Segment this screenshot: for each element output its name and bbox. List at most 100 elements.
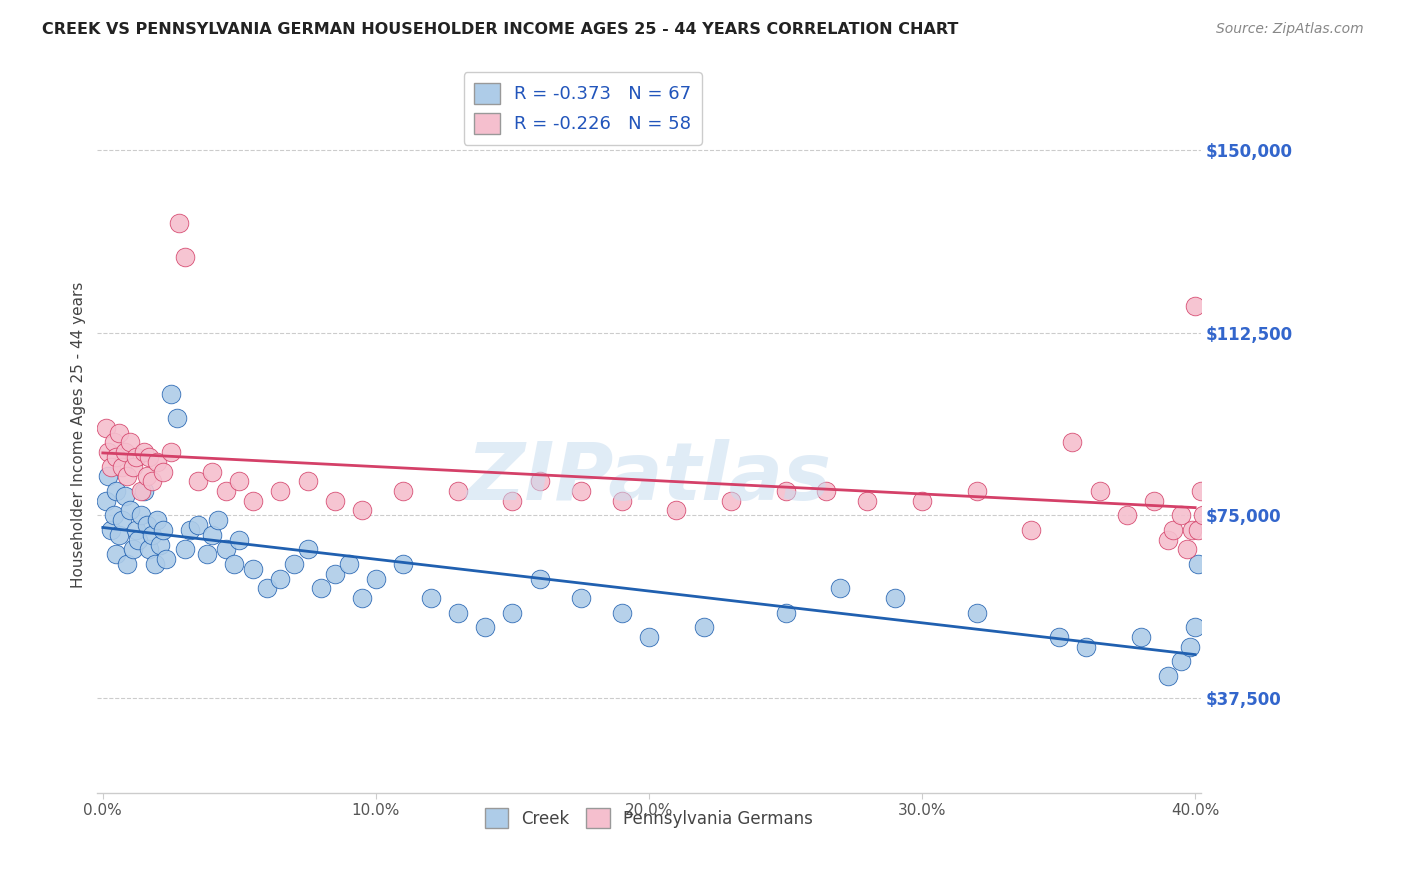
Point (392, 483, 415, 498)
Point (114, 489, 136, 503)
Point (392, 557, 415, 571)
Point (665, 503, 688, 517)
Point (297, 542, 319, 557)
Point (1178, 640, 1201, 654)
Point (120, 503, 142, 517)
Point (124, 523, 146, 537)
Point (966, 606, 988, 620)
Point (529, 475, 551, 489)
Point (103, 508, 125, 523)
Point (1181, 523, 1204, 537)
Point (352, 503, 374, 517)
Point (1184, 620, 1206, 634)
Point (146, 455, 169, 469)
Point (474, 620, 496, 634)
Point (297, 475, 319, 489)
Point (1161, 523, 1184, 537)
Point (256, 582, 278, 596)
Point (222, 557, 245, 571)
Point (501, 606, 523, 620)
Point (1074, 640, 1097, 654)
Point (1115, 508, 1137, 523)
Point (111, 513, 134, 527)
Point (610, 606, 633, 620)
Text: ZIPatlas: ZIPatlas (467, 439, 831, 517)
Point (138, 542, 160, 557)
Point (775, 483, 797, 498)
Point (215, 483, 238, 498)
Point (1088, 483, 1111, 498)
Point (138, 450, 160, 464)
Point (94, 493, 117, 508)
Point (135, 469, 157, 483)
Point (129, 483, 152, 498)
Point (529, 572, 551, 586)
Point (111, 459, 134, 474)
Point (1184, 299, 1206, 313)
Point (269, 572, 291, 586)
Point (129, 508, 152, 523)
Point (447, 483, 470, 498)
Point (501, 493, 523, 508)
Point (100, 523, 122, 537)
Point (94, 421, 117, 435)
Point (117, 469, 139, 483)
Point (228, 475, 250, 489)
Point (883, 591, 905, 605)
Point (856, 493, 879, 508)
Point (141, 475, 163, 489)
Point (201, 465, 224, 479)
Point (1143, 493, 1166, 508)
Point (187, 518, 209, 533)
Point (1175, 542, 1198, 557)
Point (323, 566, 346, 581)
Point (179, 523, 201, 537)
Point (201, 528, 224, 542)
Legend: Creek, Pennsylvania Germans: Creek, Pennsylvania Germans (478, 802, 820, 834)
Point (132, 483, 155, 498)
Point (166, 411, 188, 425)
Point (1187, 523, 1209, 537)
Point (100, 459, 122, 474)
Point (105, 483, 128, 498)
Point (108, 425, 131, 440)
Point (1157, 669, 1180, 683)
Point (1187, 557, 1209, 571)
Point (132, 445, 155, 459)
Point (105, 547, 128, 561)
Point (121, 459, 143, 474)
Point (141, 528, 163, 542)
Point (127, 533, 149, 547)
Point (146, 513, 169, 527)
Point (1157, 533, 1180, 547)
Point (121, 542, 143, 557)
Point (105, 450, 128, 464)
Text: Source: ZipAtlas.com: Source: ZipAtlas.com (1216, 22, 1364, 37)
Point (242, 562, 264, 576)
Point (114, 445, 136, 459)
Point (143, 557, 166, 571)
Point (1129, 630, 1152, 644)
Point (775, 606, 797, 620)
Point (337, 557, 360, 571)
Text: CREEK VS PENNSYLVANIA GERMAN HOUSEHOLDER INCOME AGES 25 - 44 YEARS CORRELATION C: CREEK VS PENNSYLVANIA GERMAN HOUSEHOLDER… (42, 22, 959, 37)
Point (152, 523, 174, 537)
Point (569, 483, 592, 498)
Point (228, 533, 250, 547)
Point (173, 251, 195, 265)
Point (97, 445, 120, 459)
Point (692, 620, 714, 634)
Point (1192, 508, 1215, 523)
Point (966, 483, 988, 498)
Point (173, 542, 195, 557)
Point (108, 528, 131, 542)
Point (830, 582, 852, 596)
Point (269, 483, 291, 498)
Point (569, 591, 592, 605)
Point (638, 630, 661, 644)
Point (1189, 483, 1212, 498)
Point (1019, 523, 1042, 537)
Point (103, 435, 125, 450)
Point (1170, 508, 1192, 523)
Point (149, 537, 172, 551)
